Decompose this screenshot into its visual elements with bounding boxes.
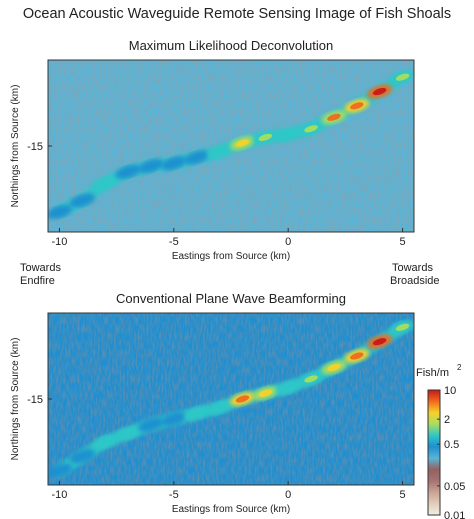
colorbar-tick-label: 0.01 (444, 510, 465, 519)
shoal-density-core (327, 113, 341, 121)
shoal-density-core (395, 73, 410, 81)
shoal-density-point (48, 463, 72, 478)
figure-title: Ocean Acoustic Waveguide Remote Sensing … (22, 6, 452, 22)
shoal-density-core (258, 133, 273, 141)
shoal-density-core (372, 338, 387, 346)
shoal-density-point (138, 159, 164, 174)
shoal-density-point (275, 127, 301, 142)
x-tick-label: 5 (400, 489, 406, 501)
shoal-density-point (92, 435, 118, 449)
annotation-broadside-line1: Towards (392, 262, 433, 274)
x-tick-label: -10 (51, 489, 67, 501)
shoal-density-point (161, 156, 187, 171)
shoal-density-point (69, 449, 95, 464)
shoal-density-core (350, 352, 364, 360)
x-tick-label: 5 (400, 236, 406, 248)
shoal-density-point (275, 380, 301, 395)
x-tick-label: 0 (285, 489, 291, 501)
y-axis-label: Northings from Source (km) (10, 85, 21, 208)
shoal-density-point (184, 406, 210, 421)
shoal-density-core (235, 395, 250, 403)
shoal-density-point (184, 150, 210, 165)
shoal-density-point (207, 400, 233, 415)
shoal-density-point (115, 426, 141, 441)
x-axis-label: Eastings from Source (km) (172, 504, 290, 515)
annotation-broadside-line2: Broadside (390, 275, 440, 287)
annotation-towards-broadside: Towards Broadside (390, 262, 440, 288)
shoal-density-core (235, 139, 250, 147)
chart-panel-beamforming: Conventional Plane Wave Beamforming -10 -5… (10, 291, 415, 515)
shoal-density-point (92, 176, 118, 191)
colorbar-label-superscript: 2 (457, 363, 462, 372)
colorbar-tick-label: 0.05 (444, 481, 465, 493)
y-axis-label: Northings from Source (km) (10, 338, 21, 461)
colorbar-tick-label: 10 (444, 385, 456, 397)
colorbar: 10 2 0.5 0.05 0.01 Fish/m 2 (416, 363, 465, 519)
shoal-density-core (327, 363, 341, 372)
x-axis-label: Eastings from Source (km) (172, 251, 290, 262)
shoal-density-point (161, 412, 187, 427)
shoal-density-point (48, 204, 72, 219)
x-tick-label: -5 (169, 489, 179, 501)
shoal-density-core (304, 375, 318, 383)
panel-title: Conventional Plane Wave Beamforming (116, 291, 346, 306)
colorbar-tick-label: 0.5 (444, 439, 459, 451)
shoal-density-point (138, 417, 164, 432)
chart-panel-mld: Maximum Likelihood Deconvolution -10 -5 0 5 -… (10, 38, 415, 262)
colorbar-label: Fish/m (416, 367, 449, 379)
shoal-density-core (395, 323, 410, 331)
colorbar-gradient (427, 389, 441, 516)
shoal-density-core (304, 125, 318, 133)
annotation-endfire-line2: Endfire (20, 275, 55, 287)
y-tick-label: -15 (27, 141, 43, 153)
colorbar-tick-label: 2 (444, 414, 450, 426)
shoal-density-point (115, 164, 141, 179)
panel-title: Maximum Likelihood Deconvolution (129, 38, 334, 53)
shoal-density-core (372, 87, 387, 96)
shoal-density-point (69, 193, 95, 208)
x-tick-label: 0 (285, 236, 291, 248)
shoal-density-core (350, 102, 364, 110)
y-tick-label: -15 (27, 394, 43, 406)
annotation-towards-endfire: Towards Endfire (20, 262, 61, 288)
shoal-density-core (258, 389, 273, 397)
x-tick-label: -10 (51, 236, 67, 248)
shoal-density-point (207, 144, 233, 159)
x-tick-label: -5 (169, 236, 179, 248)
annotation-endfire-line1: Towards (20, 262, 61, 274)
